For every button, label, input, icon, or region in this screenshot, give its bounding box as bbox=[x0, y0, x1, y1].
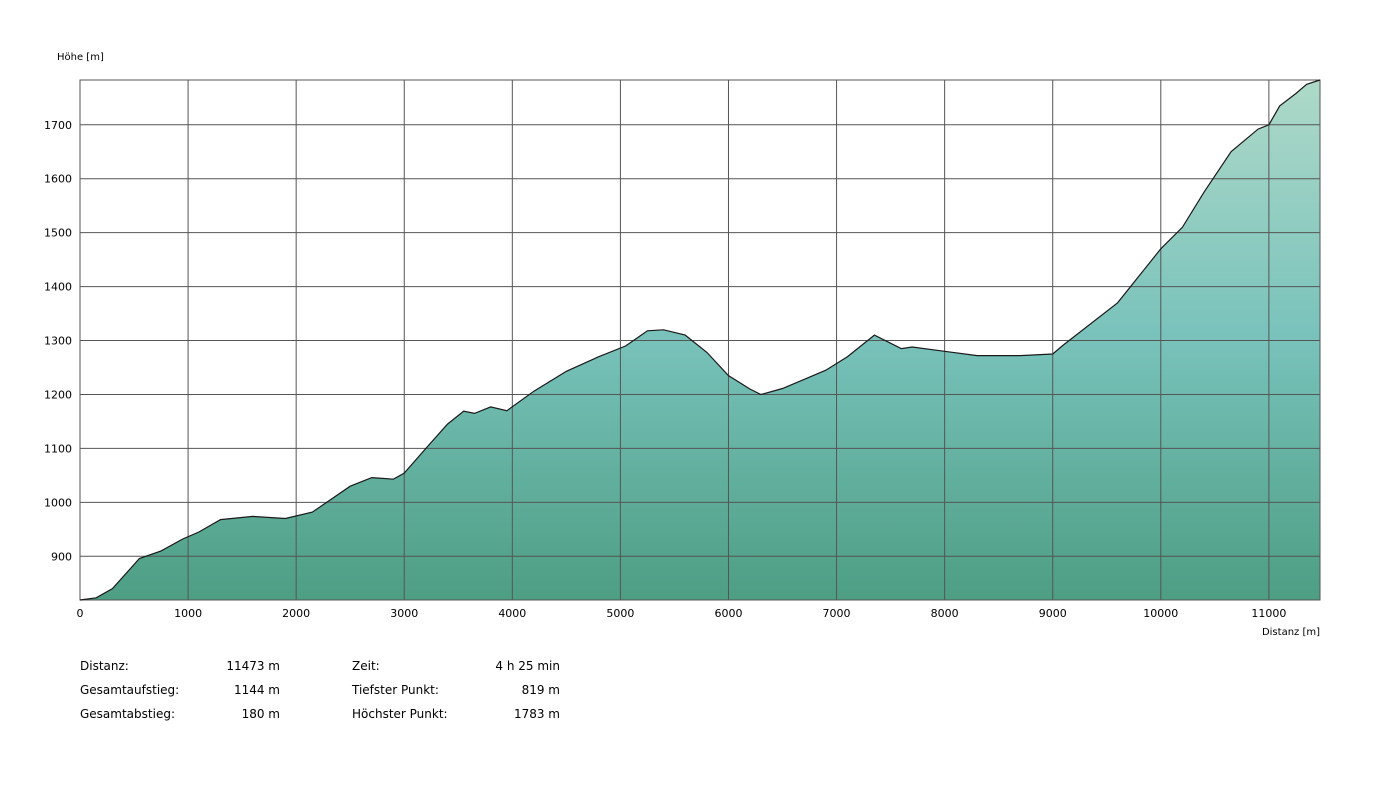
y-tick-label: 1500 bbox=[44, 227, 72, 240]
stat-descent: Gesamtabstieg: 180 m bbox=[80, 706, 280, 722]
x-tick-label: 7000 bbox=[823, 607, 851, 620]
plot-frame bbox=[79, 79, 1321, 601]
elevation-chart: 0 1000 2000 3000 4000 5000 6000 7000 8000 9000 100… bbox=[44, 52, 1321, 638]
x-tick-label: 3000 bbox=[390, 607, 418, 620]
stat-ascent-label: Gesamtaufstieg: bbox=[80, 683, 180, 697]
stat-descent-label: Gesamtabstieg: bbox=[80, 707, 175, 721]
stat-lowest-value: 819 m bbox=[521, 683, 560, 697]
x-tick-label: 11000 bbox=[1251, 607, 1286, 620]
x-tick-label: 9000 bbox=[1039, 607, 1067, 620]
elevation-line bbox=[79, 79, 1321, 601]
stat-distance: Distanz: 11473 m bbox=[80, 658, 280, 674]
stat-highest-point: Höchster Punkt: 1783 m bbox=[352, 706, 560, 722]
y-tick-label: 1600 bbox=[44, 173, 72, 186]
stat-highest-value: 1783 m bbox=[513, 707, 560, 721]
stat-distance-value: 11473 m bbox=[226, 659, 280, 673]
elevation-area bbox=[80, 80, 1320, 600]
y-tick-label: 1100 bbox=[44, 442, 72, 455]
x-tick-label: 0 bbox=[77, 607, 84, 620]
x-tick-label: 5000 bbox=[606, 607, 634, 620]
x-tick-label: 2000 bbox=[282, 607, 310, 620]
y-tick-label: 1300 bbox=[44, 335, 72, 348]
stat-descent-value: 180 m bbox=[241, 707, 280, 721]
x-tick-label: 10000 bbox=[1143, 607, 1178, 620]
y-tick-label: 1200 bbox=[44, 388, 72, 401]
stat-time-value: 4 h 25 min bbox=[495, 659, 560, 673]
y-tick-label: 1700 bbox=[44, 119, 72, 132]
y-tick-label: 1400 bbox=[44, 281, 72, 294]
stat-lowest-point: Tiefster Punkt: 819 m bbox=[352, 682, 560, 698]
x-tick-label: 4000 bbox=[498, 607, 526, 620]
y-axis-label: Höhe [m] bbox=[57, 52, 104, 63]
stat-time-label: Zeit: bbox=[352, 659, 380, 673]
stat-ascent: Gesamtaufstieg: 1144 m bbox=[80, 682, 280, 698]
y-tick-label: 900 bbox=[51, 550, 72, 563]
stat-lowest-label: Tiefster Punkt: bbox=[352, 683, 439, 697]
stat-time: Zeit: 4 h 25 min bbox=[352, 658, 560, 674]
stat-distance-label: Distanz: bbox=[80, 659, 129, 673]
y-tick-label: 1000 bbox=[44, 496, 72, 509]
x-tick-label: 1000 bbox=[174, 607, 202, 620]
x-axis-label: Distanz [m] bbox=[1262, 627, 1320, 638]
x-tick-label: 6000 bbox=[714, 607, 742, 620]
x-tick-label: 8000 bbox=[931, 607, 959, 620]
stat-ascent-value: 1144 m bbox=[233, 683, 280, 697]
stat-highest-label: Höchster Punkt: bbox=[352, 707, 448, 721]
